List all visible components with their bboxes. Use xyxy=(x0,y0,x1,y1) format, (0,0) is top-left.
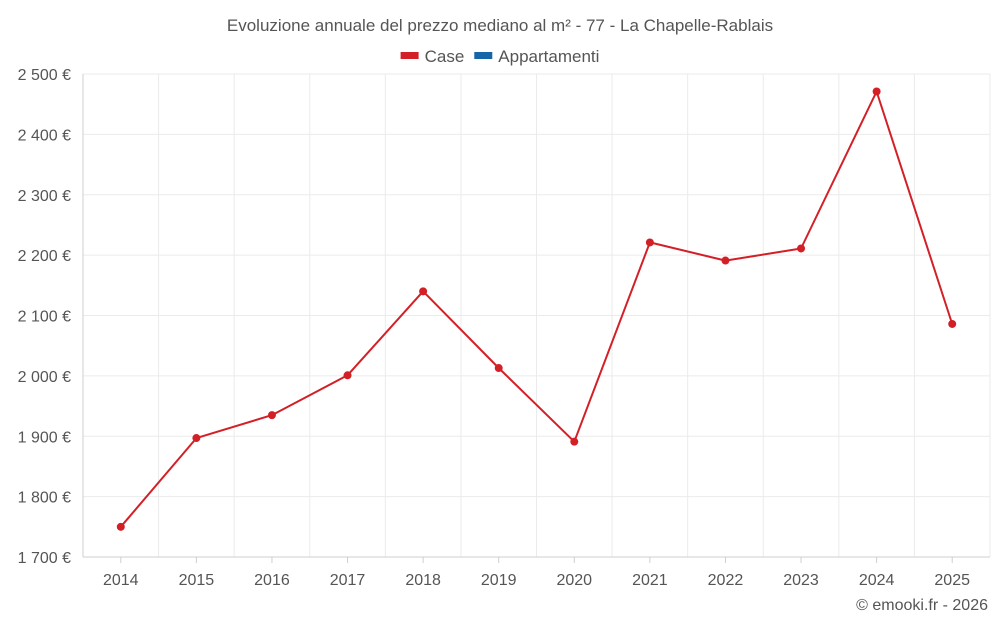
data-point[interactable] xyxy=(721,256,730,265)
legend-swatch xyxy=(474,52,493,59)
data-point[interactable] xyxy=(116,522,125,531)
x-tick-label: 2017 xyxy=(330,572,366,589)
axes xyxy=(82,74,990,563)
y-tick-label: 2 300 € xyxy=(18,188,71,205)
data-point[interactable] xyxy=(872,87,881,96)
credit-text: © emooki.fr - 2026 xyxy=(856,597,988,614)
grid xyxy=(83,73,991,557)
y-tick-label: 1 900 € xyxy=(18,429,71,446)
x-tick-label: 2018 xyxy=(405,572,441,589)
data-point[interactable] xyxy=(645,238,654,247)
y-tick-label: 2 000 € xyxy=(18,369,71,386)
data-point[interactable] xyxy=(343,371,352,380)
x-tick-label: 2024 xyxy=(859,572,895,589)
x-tick-label: 2025 xyxy=(934,572,970,589)
y-tick-label: 2 400 € xyxy=(18,127,71,144)
legend-item-case[interactable]: Case xyxy=(400,47,465,66)
data-point[interactable] xyxy=(267,411,276,420)
x-tick-label: 2015 xyxy=(179,572,215,589)
legend-label: Case xyxy=(425,47,465,66)
legend-swatch xyxy=(400,52,419,59)
series-line-case xyxy=(120,90,954,528)
data-point[interactable] xyxy=(192,434,201,443)
series-layer xyxy=(116,87,957,531)
x-tick-label: 2021 xyxy=(632,572,668,589)
x-tick-label: 2023 xyxy=(783,572,819,589)
y-axis-ticks: 1 700 € 1 800 € 1 900 € 2 000 € 2 100 € 2 200… xyxy=(18,67,71,567)
x-tick-label: 2016 xyxy=(254,572,290,589)
legend: Case Appartamenti xyxy=(400,47,599,66)
y-tick-label: 2 200 € xyxy=(18,248,71,265)
legend-label: Appartamenti xyxy=(498,47,599,66)
data-point[interactable] xyxy=(570,437,579,446)
x-tick-label: 2019 xyxy=(481,572,517,589)
data-point[interactable] xyxy=(948,319,957,328)
data-point[interactable] xyxy=(494,364,503,373)
chart-title: Evoluzione annuale del prezzo mediano al… xyxy=(227,16,773,35)
x-tick-label: 2022 xyxy=(708,572,744,589)
y-tick-label: 1 800 € xyxy=(18,490,71,507)
y-tick-label: 2 500 € xyxy=(18,67,71,84)
legend-item-appartamenti[interactable]: Appartamenti xyxy=(474,47,599,66)
data-point[interactable] xyxy=(797,244,806,253)
x-axis-ticks: 2014 2015 2016 2017 2018 2019 2020 2021 2022 2023… xyxy=(103,572,970,589)
data-point[interactable] xyxy=(419,287,428,296)
y-tick-label: 1 700 € xyxy=(18,550,71,567)
x-tick-label: 2014 xyxy=(103,572,139,589)
x-tick-label: 2020 xyxy=(556,572,592,589)
y-tick-label: 2 100 € xyxy=(18,309,71,326)
